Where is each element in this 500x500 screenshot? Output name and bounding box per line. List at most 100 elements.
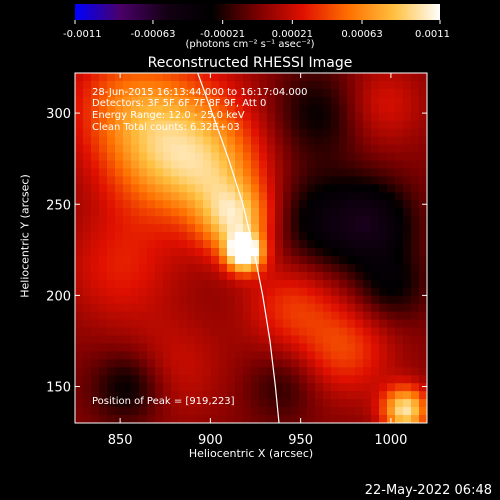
heatmap-cell [307, 319, 316, 329]
heatmap-cell [259, 120, 268, 130]
heatmap-cell [387, 144, 396, 154]
heatmap-cell [259, 407, 268, 416]
heatmap-cell [171, 216, 180, 225]
heatmap-cell [75, 415, 84, 423]
heatmap-cell [339, 303, 348, 313]
heatmap-cell [227, 120, 236, 130]
heatmap-cell [363, 80, 372, 90]
heatmap-cell [291, 152, 300, 162]
heatmap-cell [395, 319, 404, 329]
heatmap-cell [411, 399, 420, 408]
heatmap-cell [83, 96, 92, 106]
heatmap-cell [187, 160, 196, 170]
heatmap-cell [419, 391, 427, 400]
heatmap-cell [115, 136, 124, 146]
heatmap-cell [107, 208, 116, 217]
heatmap-cell [379, 279, 388, 289]
heatmap-cell [115, 335, 124, 345]
heatmap-cell [299, 279, 308, 289]
heatmap-cell [259, 112, 268, 122]
heatmap-cell [419, 335, 427, 345]
heatmap-cell [203, 160, 212, 170]
heatmap-cell [91, 112, 100, 122]
heatmap-cell [347, 351, 356, 360]
heatmap-cell [275, 255, 284, 265]
heatmap-cell [347, 152, 356, 162]
heatmap-cell [171, 160, 180, 170]
heatmap-cell [235, 279, 244, 289]
heatmap-cell [323, 104, 332, 114]
heatmap-cell [331, 112, 340, 122]
heatmap-cell [211, 128, 220, 138]
heatmap-cell [419, 96, 427, 106]
heatmap-cell [203, 104, 212, 114]
heatmap-cell [139, 80, 148, 90]
heatmap-cell [211, 176, 220, 185]
heatmap-cell [419, 240, 427, 249]
heatmap-cell [163, 271, 172, 281]
heatmap-cell [323, 327, 332, 337]
heatmap-cell [387, 335, 396, 345]
heatmap-cell [123, 80, 132, 90]
heatmap-cell [211, 415, 220, 423]
heatmap-cell [371, 319, 380, 329]
heatmap-cell [243, 415, 252, 423]
heatmap-cell [299, 232, 308, 241]
heatmap-cell [307, 112, 316, 122]
heatmap-cell [411, 255, 420, 265]
heatmap-cell [91, 415, 100, 423]
heatmap-cell [219, 367, 228, 376]
heatmap-cell [299, 415, 308, 423]
heatmap-cell [291, 176, 300, 185]
heatmap-cell [323, 80, 332, 90]
heatmap-cell [323, 176, 332, 185]
heatmap-cell [387, 407, 396, 416]
heatmap-cell [163, 375, 172, 384]
heatmap-cell [387, 136, 396, 146]
heatmap-cell [355, 263, 364, 273]
heatmap-cell [123, 319, 132, 329]
heatmap-cell [403, 224, 412, 233]
heatmap-cell [107, 80, 116, 90]
heatmap-cell [115, 152, 124, 162]
heatmap-cell [139, 295, 148, 305]
heatmap-cell [339, 200, 348, 209]
heatmap-cell [195, 319, 204, 329]
heatmap-cell [403, 319, 412, 329]
heatmap-cell [323, 224, 332, 233]
heatmap-cell [267, 327, 276, 337]
heatmap-cell [227, 208, 236, 217]
heatmap-cell [307, 104, 316, 114]
heatmap-cell [131, 351, 140, 360]
heatmap-cell [331, 271, 340, 281]
heatmap-cell [91, 216, 100, 225]
heatmap-cell [99, 303, 108, 313]
heatmap-cell [235, 73, 244, 82]
heatmap-cell [203, 327, 212, 337]
heatmap-cell [211, 144, 220, 154]
heatmap-cell [371, 200, 380, 209]
heatmap-cell [203, 311, 212, 321]
heatmap-cell [155, 120, 164, 130]
heatmap-cell [235, 311, 244, 321]
heatmap-cell [331, 200, 340, 209]
heatmap-cell [235, 287, 244, 297]
heatmap-cell [419, 271, 427, 281]
heatmap-cell [99, 279, 108, 289]
heatmap-cell [91, 383, 100, 392]
heatmap-cell [123, 255, 132, 265]
heatmap-cell [371, 176, 380, 185]
heatmap-cell [123, 232, 132, 241]
heatmap-cell [227, 224, 236, 233]
heatmap-cell [171, 303, 180, 313]
heatmap-cell [355, 232, 364, 241]
heatmap-cell [307, 136, 316, 146]
heatmap-cell [171, 311, 180, 321]
heatmap-cell [195, 104, 204, 114]
heatmap-cell [339, 96, 348, 106]
heatmap-cell [315, 73, 324, 82]
heatmap-cell [331, 287, 340, 297]
heatmap-cell [235, 375, 244, 384]
heatmap-cell [131, 303, 140, 313]
heatmap-cell [235, 208, 244, 217]
